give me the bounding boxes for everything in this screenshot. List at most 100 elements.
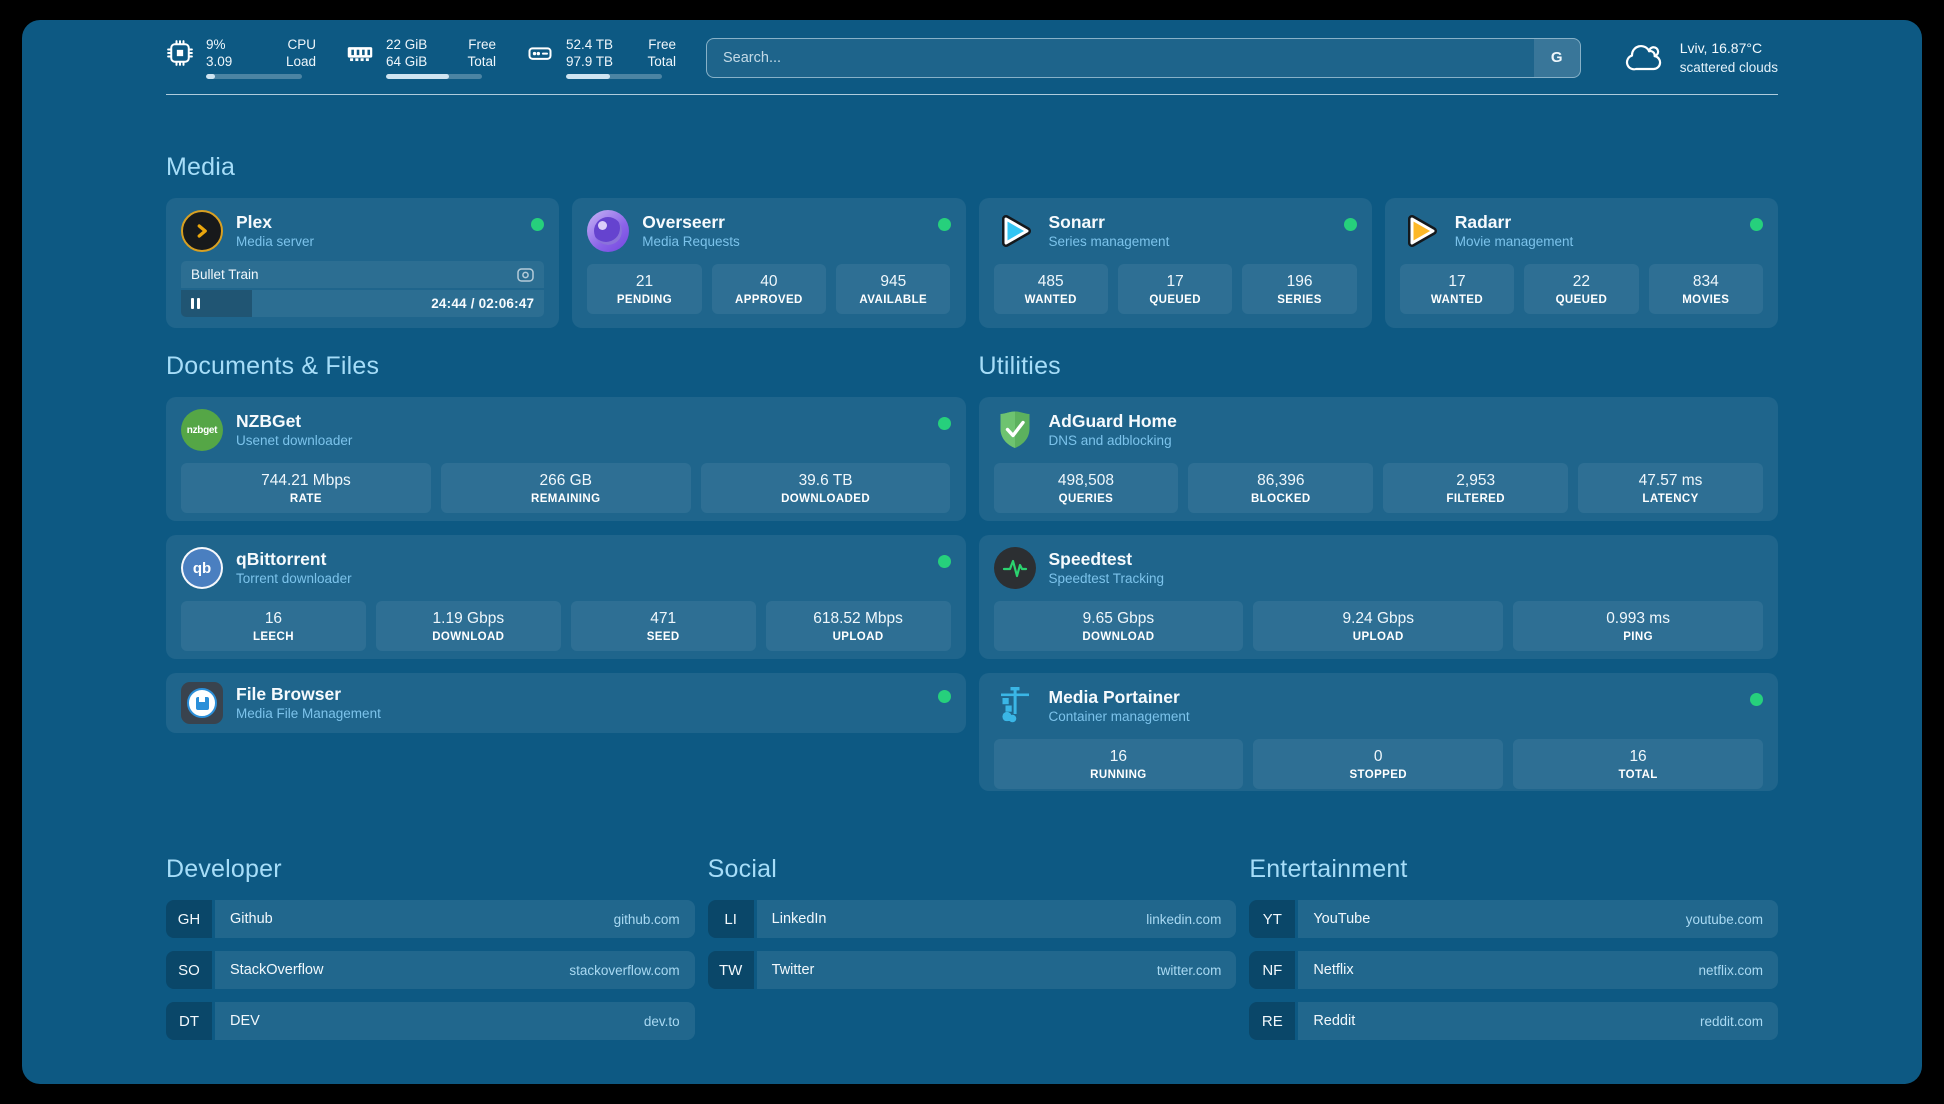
stat-tile: 0.993 ms PING <box>1513 601 1763 651</box>
stat-tile: 86,396 BLOCKED <box>1188 463 1374 513</box>
status-dot <box>1750 693 1763 706</box>
weather-location: Lviv, 16.87°C <box>1679 39 1763 56</box>
service-card-qbittorrent[interactable]: qb qBittorrent Torrent downloader 16 LEE… <box>166 535 966 659</box>
header-divider <box>166 94 1778 95</box>
bookmark-github[interactable]: GH Github github.com <box>166 900 695 938</box>
stat-tile: 9.65 Gbps DOWNLOAD <box>993 601 1244 651</box>
monitor-icon <box>517 267 534 282</box>
stat-tile: 40 APPROVED <box>711 264 827 314</box>
status-dot <box>531 218 545 231</box>
disk-progress-bar <box>566 74 662 79</box>
nzbget-logo-icon: nzbget <box>181 409 223 451</box>
cpu-usage-value: 9% <box>206 37 226 52</box>
bookmark-twitter[interactable]: TW Twitter twitter.com <box>707 951 1237 989</box>
bookmark-abbr: LI <box>707 900 754 938</box>
service-card-portainer[interactable]: Media Portainer Container management 16 … <box>978 673 1778 791</box>
ram-free-label: Free <box>468 37 496 52</box>
service-card-nzbget[interactable]: nzbget NZBGet Usenet downloader 744.21 M… <box>166 397 966 521</box>
status-dot <box>937 218 951 231</box>
stat-tile: 17 WANTED <box>1399 264 1515 314</box>
search-input[interactable] <box>707 38 1580 77</box>
bookmark-name: Netflix <box>1313 962 1354 978</box>
bookmark-stackoverflow[interactable]: SO StackOverflow stackoverflow.com <box>166 951 695 989</box>
bookmark-name: Twitter <box>771 962 815 978</box>
bookmark-youtube[interactable]: YT YouTube youtube.com <box>1249 900 1778 938</box>
service-description: Media server <box>236 234 315 249</box>
bookmark-reddit[interactable]: RE Reddit reddit.com <box>1249 1002 1778 1040</box>
service-name: Media Portainer <box>1048 687 1180 707</box>
weather-widget: Lviv, 16.87°C scattered clouds <box>1625 39 1778 77</box>
service-name: Overseerr <box>642 212 725 232</box>
utilities-section: Utilities <box>978 352 1778 791</box>
service-card-speedtest[interactable]: Speedtest Speedtest Tracking 9.65 Gbps D… <box>978 535 1778 659</box>
bookmark-abbr: SO <box>166 951 212 989</box>
bookmark-abbr: DT <box>166 1002 212 1040</box>
stat-tile: 945 AVAILABLE <box>836 264 951 314</box>
section-title-utilities: Utilities <box>978 352 1061 380</box>
disk-stat: 52.4 TB 97.9 TB Free Total <box>526 36 676 79</box>
bookmark-url: stackoverflow.com <box>569 962 680 978</box>
speedtest-logo-icon <box>993 547 1036 589</box>
bookmark-abbr: YT <box>1249 900 1296 938</box>
service-name: Sonarr <box>1048 212 1105 232</box>
stat-tile: 266 GB REMAINING <box>440 463 691 513</box>
bookmark-netflix[interactable]: NF Netflix netflix.com <box>1249 951 1778 989</box>
bookmark-dev[interactable]: DT DEV dev.to <box>166 1002 695 1040</box>
bookmark-name: YouTube <box>1313 911 1371 927</box>
plex-now-playing: Bullet Train 24:44 / 02:06:4 <box>181 261 545 317</box>
cpu-usage-label: CPU <box>287 37 316 52</box>
ram-total-label: Total <box>467 54 496 69</box>
service-card-radarr[interactable]: Radarr Movie management 17 WANTED 22 QUE… <box>1384 198 1778 328</box>
service-card-adguard[interactable]: AdGuard Home DNS and adblocking 498,508 … <box>978 397 1778 521</box>
media-section: Media Plex Media server <box>166 153 1778 328</box>
disk-icon <box>526 39 554 67</box>
bookmark-url: github.com <box>613 911 680 927</box>
cpu-icon <box>166 39 194 67</box>
disk-free-label: Free <box>648 37 676 52</box>
status-dot <box>1750 218 1763 231</box>
service-description: Movie management <box>1454 234 1574 249</box>
service-name: Plex <box>236 212 272 232</box>
service-description: Media Requests <box>642 234 740 249</box>
cpu-progress-bar <box>206 74 302 79</box>
stat-tile: 21 PENDING <box>587 264 702 314</box>
service-description: Torrent downloader <box>236 571 352 586</box>
service-description: Series management <box>1048 234 1170 249</box>
memory-progress-bar <box>386 74 482 79</box>
search-bar: G <box>706 37 1581 78</box>
service-card-filebrowser[interactable]: File Browser Media File Management <box>166 673 966 733</box>
bookmark-abbr: GH <box>166 900 212 938</box>
disk-total-label: Total <box>647 54 676 69</box>
bookmark-group-entertainment: Entertainment YT YouTube youtube.com NF … <box>1249 855 1778 1040</box>
bookmark-name: LinkedIn <box>771 911 827 927</box>
stat-tile: 744.21 Mbps RATE <box>181 463 431 513</box>
bookmark-url: linkedin.com <box>1146 911 1222 927</box>
service-card-plex[interactable]: Plex Media server Bullet Train <box>166 198 560 328</box>
stat-tile: 16 RUNNING <box>993 739 1244 789</box>
bookmark-url: dev.to <box>643 1013 680 1029</box>
section-title-media: Media <box>166 153 236 181</box>
service-card-sonarr[interactable]: Sonarr Series management 485 WANTED 17 Q… <box>978 198 1372 328</box>
playback-time: 24:44 / 02:06:47 <box>431 296 535 311</box>
service-name: File Browser <box>236 684 342 704</box>
stat-tile: 485 WANTED <box>993 264 1108 314</box>
stat-tile: 16 LEECH <box>181 601 366 651</box>
service-card-overseerr[interactable]: Overseerr Media Requests 21 PENDING 40 A… <box>572 198 966 328</box>
bookmark-group-title: Developer <box>166 855 282 883</box>
stat-tile: 498,508 QUERIES <box>993 463 1179 513</box>
search-provider-button[interactable]: G <box>1533 38 1580 77</box>
stat-tile: 196 SERIES <box>1242 264 1357 314</box>
qbittorrent-logo-icon: qb <box>181 547 223 589</box>
bookmark-linkedin[interactable]: LI LinkedIn linkedin.com <box>707 900 1237 938</box>
system-stats: 9% 3.09 CPU Load <box>166 36 676 79</box>
pause-icon <box>191 298 200 309</box>
bookmark-group-title: Entertainment <box>1249 855 1408 883</box>
bookmark-url: netflix.com <box>1698 962 1763 978</box>
service-description: Media File Management <box>236 706 381 721</box>
playback-progress-bar: 24:44 / 02:06:47 <box>181 290 545 317</box>
bookmark-abbr: NF <box>1249 951 1296 989</box>
cpu-load-value: 3.09 <box>206 54 233 69</box>
filebrowser-logo-icon <box>181 682 223 724</box>
bookmark-url: twitter.com <box>1156 962 1222 978</box>
stat-tile: 471 SEED <box>570 601 756 651</box>
